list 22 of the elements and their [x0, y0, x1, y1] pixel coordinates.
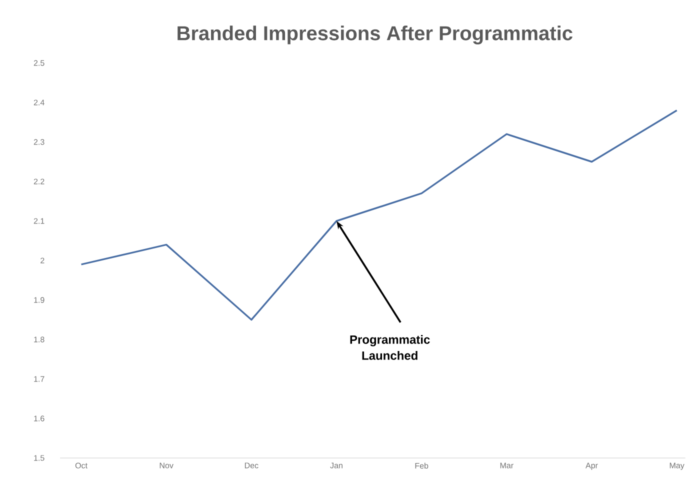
- y-tick-label: 1.9: [34, 297, 44, 303]
- x-tick-label: Dec: [244, 462, 258, 468]
- y-tick-label: 2.4: [34, 100, 44, 106]
- y-tick-label: 2.3: [34, 139, 44, 145]
- y-tick-label: 1.5: [34, 455, 44, 461]
- y-tick-label: 1.7: [34, 376, 44, 382]
- line-series: [80, 110, 678, 321]
- x-tick-label: Jan: [330, 462, 342, 468]
- chart-title: Branded Impressions After Programmatic: [178, 26, 572, 44]
- x-tick-label: Nov: [160, 462, 174, 468]
- x-tick-label: Mar: [500, 462, 514, 468]
- x-tick-label: Feb: [415, 462, 428, 469]
- x-tick-label: Oct: [75, 462, 88, 468]
- y-tick-label: 2.5: [34, 60, 44, 66]
- y-tick-label: 2.2: [34, 178, 44, 184]
- y-tick-label: 2.1: [34, 218, 44, 224]
- y-tick-label: 1.6: [34, 416, 44, 422]
- x-tick-label: May: [670, 462, 684, 470]
- y-tick-label: 1.8: [34, 336, 44, 342]
- annotation: Programmatic Launched: [350, 335, 430, 360]
- x-tick-label: Apr: [586, 462, 598, 470]
- y-tick-label: 2: [40, 258, 44, 264]
